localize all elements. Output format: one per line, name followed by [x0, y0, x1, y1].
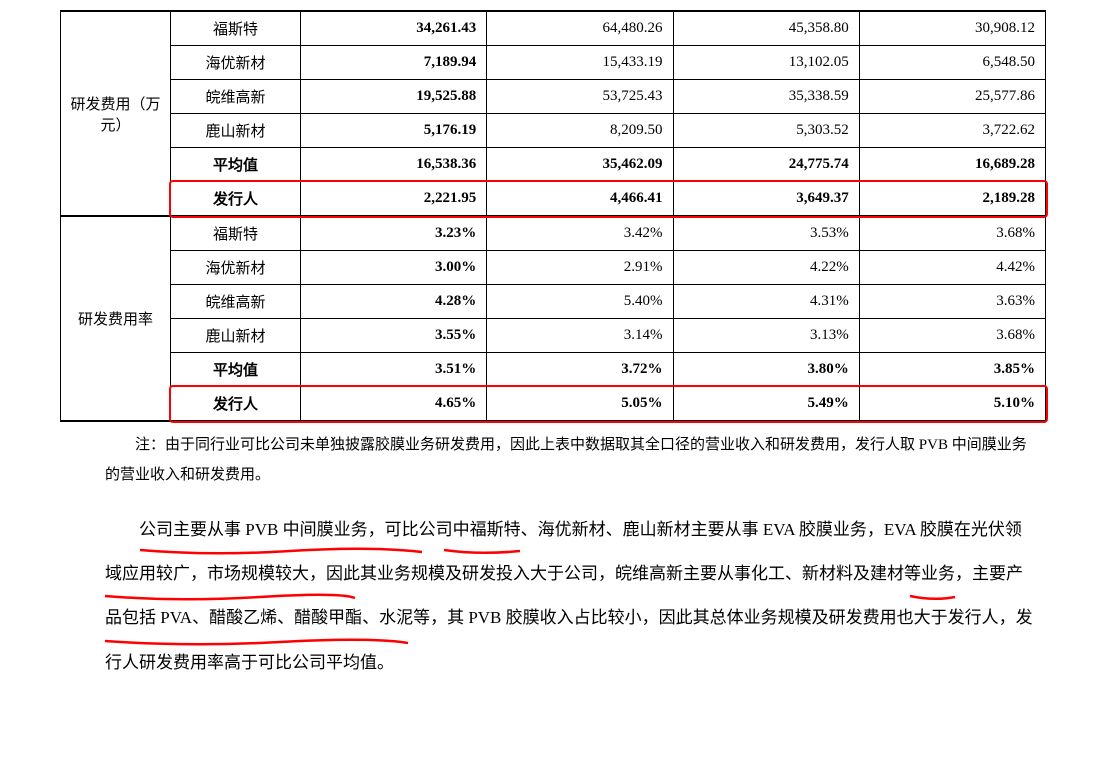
data-cell: 45,358.80 — [673, 11, 859, 46]
note-content: 由于同行业可比公司未单独披露胶膜业务研发费用，因此上表中数据取其全口径的营业收入… — [105, 437, 1027, 483]
section-label: 研发费用（万元） — [61, 11, 171, 216]
data-cell: 4.65% — [301, 387, 487, 422]
data-cell: 5.49% — [673, 387, 859, 422]
company-name: 皖维高新 — [171, 80, 301, 114]
data-cell: 3.72% — [487, 353, 673, 387]
data-cell: 34,261.43 — [301, 11, 487, 46]
company-name: 福斯特 — [171, 216, 301, 251]
data-cell: 4.31% — [673, 285, 859, 319]
data-cell: 16,538.36 — [301, 148, 487, 182]
data-cell: 4.28% — [301, 285, 487, 319]
data-cell: 19,525.88 — [301, 80, 487, 114]
table-row: 鹿山新材3.55%3.14%3.13%3.68% — [61, 319, 1046, 353]
company-name: 发行人 — [171, 387, 301, 422]
main-paragraph: 公司主要从事 PVB 中间膜业务，可比公司中福斯特、海优新材、鹿山新材主要从事 … — [60, 508, 1046, 685]
table-row: 研发费用（万元）福斯特34,261.4364,480.2645,358.8030… — [61, 11, 1046, 46]
data-cell: 6,548.50 — [859, 46, 1045, 80]
table-row: 海优新材3.00%2.91%4.22%4.42% — [61, 251, 1046, 285]
company-name: 海优新材 — [171, 46, 301, 80]
data-cell: 3.85% — [859, 353, 1045, 387]
data-cell: 7,189.94 — [301, 46, 487, 80]
company-name: 发行人 — [171, 182, 301, 217]
table-row: 平均值16,538.3635,462.0924,775.7416,689.28 — [61, 148, 1046, 182]
table-row: 海优新材7,189.9415,433.1913,102.056,548.50 — [61, 46, 1046, 80]
note-prefix: 注： — [135, 437, 165, 453]
data-cell: 3.63% — [859, 285, 1045, 319]
table-row: 平均值3.51%3.72%3.80%3.85% — [61, 353, 1046, 387]
data-cell: 3.42% — [487, 216, 673, 251]
data-cell: 2,189.28 — [859, 182, 1045, 217]
data-cell: 16,689.28 — [859, 148, 1045, 182]
data-cell: 4.42% — [859, 251, 1045, 285]
table-note: 注：由于同行业可比公司未单独披露胶膜业务研发费用，因此上表中数据取其全口径的营业… — [60, 430, 1046, 490]
data-cell: 64,480.26 — [487, 11, 673, 46]
data-cell: 5.40% — [487, 285, 673, 319]
financial-table-wrapper: 研发费用（万元）福斯特34,261.4364,480.2645,358.8030… — [60, 10, 1046, 422]
data-cell: 3.23% — [301, 216, 487, 251]
data-cell: 35,338.59 — [673, 80, 859, 114]
table-row: 鹿山新材5,176.198,209.505,303.523,722.62 — [61, 114, 1046, 148]
data-cell: 5.05% — [487, 387, 673, 422]
data-cell: 8,209.50 — [487, 114, 673, 148]
company-name: 福斯特 — [171, 11, 301, 46]
data-cell: 35,462.09 — [487, 148, 673, 182]
data-cell: 3,649.37 — [673, 182, 859, 217]
section-label: 研发费用率 — [61, 216, 171, 421]
data-cell: 3,722.62 — [859, 114, 1045, 148]
data-cell: 3.80% — [673, 353, 859, 387]
data-cell: 3.53% — [673, 216, 859, 251]
data-cell: 4,466.41 — [487, 182, 673, 217]
company-name: 平均值 — [171, 148, 301, 182]
table-row: 皖维高新4.28%5.40%4.31%3.63% — [61, 285, 1046, 319]
table-row: 发行人4.65%5.05%5.49%5.10% — [61, 387, 1046, 422]
company-name: 鹿山新材 — [171, 114, 301, 148]
data-cell: 2.91% — [487, 251, 673, 285]
data-cell: 3.68% — [859, 319, 1045, 353]
company-name: 鹿山新材 — [171, 319, 301, 353]
data-cell: 3.68% — [859, 216, 1045, 251]
paragraph-wrapper: 公司主要从事 PVB 中间膜业务，可比公司中福斯特、海优新材、鹿山新材主要从事 … — [60, 508, 1046, 685]
data-cell: 3.55% — [301, 319, 487, 353]
data-cell: 53,725.43 — [487, 80, 673, 114]
data-cell: 25,577.86 — [859, 80, 1045, 114]
data-cell: 2,221.95 — [301, 182, 487, 217]
data-cell: 15,433.19 — [487, 46, 673, 80]
data-cell: 5,303.52 — [673, 114, 859, 148]
data-cell: 3.00% — [301, 251, 487, 285]
data-cell: 3.51% — [301, 353, 487, 387]
data-cell: 24,775.74 — [673, 148, 859, 182]
data-cell: 5.10% — [859, 387, 1045, 422]
rd-expense-table: 研发费用（万元）福斯特34,261.4364,480.2645,358.8030… — [60, 10, 1046, 422]
data-cell: 13,102.05 — [673, 46, 859, 80]
table-row: 皖维高新19,525.8853,725.4335,338.5925,577.86 — [61, 80, 1046, 114]
table-row: 发行人2,221.954,466.413,649.372,189.28 — [61, 182, 1046, 217]
table-row: 研发费用率福斯特3.23%3.42%3.53%3.68% — [61, 216, 1046, 251]
company-name: 皖维高新 — [171, 285, 301, 319]
company-name: 平均值 — [171, 353, 301, 387]
data-cell: 4.22% — [673, 251, 859, 285]
data-cell: 30,908.12 — [859, 11, 1045, 46]
table-body: 研发费用（万元）福斯特34,261.4364,480.2645,358.8030… — [61, 11, 1046, 421]
data-cell: 3.14% — [487, 319, 673, 353]
data-cell: 5,176.19 — [301, 114, 487, 148]
data-cell: 3.13% — [673, 319, 859, 353]
company-name: 海优新材 — [171, 251, 301, 285]
